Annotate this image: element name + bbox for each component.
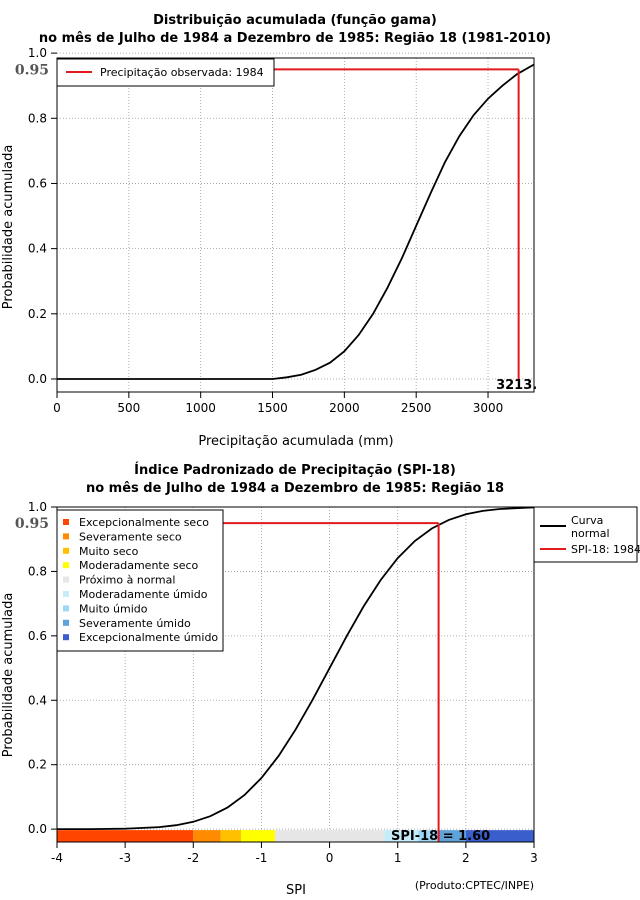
- chart2-side-legend-curve-line1: Curva: [571, 514, 603, 527]
- category-legend-label: Severamente seco: [79, 530, 182, 543]
- category-legend-label: Moderadamente seco: [79, 559, 199, 572]
- chart2-title-line2: no mês de Julho de 1984 a Dezembro de 19…: [86, 481, 504, 496]
- x-tick-label: 2500: [401, 401, 432, 415]
- chart1-y-ticks: 0.0 0.2 0.4 0.6 0.8 1.0: [28, 46, 57, 386]
- y-tick-label: 0.2: [28, 758, 47, 772]
- x-tick-label: 1: [394, 851, 402, 865]
- chart1-plot-frame: [56, 57, 535, 393]
- color-bar-segment: [193, 830, 221, 842]
- chart2-x-axis-label: SPI: [286, 883, 306, 898]
- y-tick-label: 0.6: [28, 629, 47, 643]
- category-legend-label: Muito úmido: [79, 602, 148, 615]
- chart2-side-legend-spi-label: SPI-18: 1984: [571, 543, 640, 556]
- chart2-category-legend-box: [56, 509, 224, 652]
- chart1-legend-box: [56, 58, 275, 87]
- color-bar-segment: [418, 830, 439, 842]
- color-bar-segment: [57, 830, 194, 842]
- chart2-x-ticks: -4 -3 -2 -1 0 1 2 3: [51, 841, 538, 865]
- spi-chart: Índice Padronizado de Precipitação (SPI-…: [1, 462, 640, 898]
- category-legend-swatch: [63, 519, 69, 525]
- y-tick-label: 0.2: [28, 307, 47, 321]
- chart2-normal-curve: [57, 506, 535, 830]
- x-tick-label: 1000: [185, 401, 216, 415]
- category-legend-swatch: [63, 562, 69, 569]
- chart2-credit: (Produto:CPTEC/INPE): [415, 879, 534, 892]
- category-legend-label: Excepcionalmente úmido: [79, 631, 218, 644]
- color-bar-segment: [438, 830, 466, 842]
- x-tick-label: 3: [530, 851, 538, 865]
- chart2-grid: [57, 506, 534, 842]
- chart2-side-legend-curve-line2: normal: [571, 527, 610, 540]
- chart1-legend: Precipitação observada: 1984: [56, 58, 275, 87]
- category-legend-label: Severamente úmido: [79, 617, 191, 630]
- chart1-x-axis-label: Precipitação acumulada (mm): [198, 434, 393, 449]
- category-legend-swatch: [63, 547, 69, 554]
- chart1-legend-label: Precipitação observada: 1984: [100, 66, 264, 79]
- chart1-observed-label: 3213.: [496, 378, 537, 393]
- chart2-side-legend-box: [533, 506, 638, 563]
- chart2-y-ticks: 0.0 0.2 0.4 0.6 0.8 1.0: [28, 500, 57, 836]
- chart1-title-line1: Distribuição acumulada (função gama): [153, 13, 437, 28]
- x-tick-label: 500: [117, 401, 140, 415]
- y-tick-label: 0.6: [28, 176, 47, 190]
- color-bar-segment: [384, 830, 419, 842]
- color-bar-segment: [465, 830, 534, 842]
- chart1-gamma-curve: [57, 63, 535, 380]
- y-tick-label: 0.8: [28, 111, 47, 125]
- y-tick-label: 0.8: [28, 564, 47, 578]
- chart2-title-line1: Índice Padronizado de Precipitação (SPI-…: [134, 462, 456, 478]
- y-tick-label: 0.4: [28, 693, 47, 707]
- color-bar-segment: [275, 830, 385, 842]
- x-tick-label: -4: [51, 851, 63, 865]
- x-tick-label: -3: [119, 851, 131, 865]
- y-tick-label: 1.0: [28, 46, 47, 60]
- chart2-plot-frame: [56, 506, 535, 843]
- category-legend-swatch: [63, 605, 69, 612]
- category-legend-swatch: [63, 576, 69, 583]
- category-legend-label: Muito seco: [79, 545, 139, 558]
- chart1-y-axis-label: Probabilidade acumulada: [1, 145, 16, 310]
- x-tick-label: 1500: [257, 401, 288, 415]
- chart1-x-ticks: 0 500 1000 1500 2000 2500 3000: [53, 391, 534, 415]
- y-tick-label: 1.0: [28, 500, 47, 514]
- chart2-category-color-bar: [57, 830, 534, 842]
- x-tick-label: 2: [462, 851, 470, 865]
- y-tick-label: 0.0: [28, 822, 47, 836]
- x-tick-label: 2000: [329, 401, 360, 415]
- chart2-side-legend: Curva normal SPI-18: 1984: [533, 506, 640, 563]
- category-legend-swatch: [63, 619, 69, 626]
- category-legend-swatch: [63, 533, 69, 540]
- color-bar-segment: [240, 830, 276, 842]
- y-tick-label: 0.4: [28, 242, 47, 256]
- x-tick-label: 0: [326, 851, 334, 865]
- x-tick-label: -2: [187, 851, 199, 865]
- color-bar-segment: [220, 830, 241, 842]
- y-tick-label: 0.0: [28, 372, 47, 386]
- cumulative-gamma-chart: Distribuição acumulada (função gama) no …: [1, 13, 551, 449]
- category-legend-label: Próximo à normal: [79, 574, 175, 587]
- chart1-probability-label: 0.95: [15, 62, 49, 78]
- chart1-title-line2: no mês de Julho de 1984 a Dezembro de 19…: [39, 31, 551, 46]
- x-tick-label: 0: [53, 401, 61, 415]
- category-legend-swatch: [63, 634, 69, 641]
- category-legend-swatch: [63, 591, 69, 597]
- chart1-grid: [57, 52, 534, 392]
- chart2-spi-label: SPI-18 = 1.60: [391, 829, 490, 844]
- x-tick-label: 3000: [473, 401, 504, 415]
- chart2-y-axis-label: Probabilidade acumulada: [1, 593, 16, 758]
- x-tick-label: -1: [255, 851, 267, 865]
- category-legend-label: Moderadamente úmido: [79, 588, 208, 601]
- chart2-probability-label: 0.95: [15, 516, 49, 532]
- category-legend-label: Excepcionalmente seco: [79, 516, 209, 529]
